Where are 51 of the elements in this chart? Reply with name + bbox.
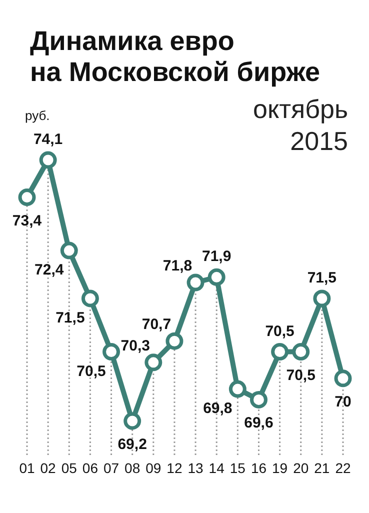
point (166, 332, 184, 350)
chart-subtitle: октябрь 2015 (252, 94, 348, 156)
x-tick-label: 02 (40, 460, 56, 476)
x-tick-label: 01 (19, 460, 35, 476)
data-label: 70,5 (265, 322, 294, 340)
data-label: 69,8 (203, 400, 232, 418)
point (102, 343, 120, 361)
x-tick-label: 06 (82, 460, 98, 476)
x-tick-label: 13 (188, 460, 204, 476)
x-tick-label: 16 (250, 460, 267, 476)
point (81, 290, 99, 308)
data-label: 71,5 (307, 269, 337, 286)
point (39, 151, 57, 169)
x-tick-label: 09 (146, 460, 162, 476)
x-tick-label: 05 (61, 460, 78, 476)
data-label: 70,5 (76, 362, 106, 380)
x-tick-label: 08 (124, 460, 140, 476)
data-label: 69,6 (244, 414, 274, 432)
data-label: 72,4 (34, 262, 64, 279)
chart-title: Динамика евро на Московской бирже (30, 26, 320, 87)
y-axis-title: руб. (25, 108, 50, 123)
point (271, 343, 289, 361)
data-label: 74,1 (33, 131, 63, 148)
data-label: 71,5 (56, 309, 85, 326)
data-label: 73,4 (12, 212, 42, 230)
point (60, 242, 78, 260)
data-label: 70,5 (286, 366, 316, 384)
point (18, 188, 36, 206)
point (186, 274, 204, 292)
data-label: 71,9 (202, 248, 232, 266)
point (124, 412, 142, 430)
point (292, 343, 310, 361)
x-tick-label: 15 (230, 460, 246, 476)
point (313, 290, 331, 308)
x-tick-label: 20 (293, 460, 309, 476)
data-label: 70 (334, 393, 352, 410)
x-tick-label: 22 (335, 460, 351, 476)
point (334, 370, 352, 388)
x-tick-label: 14 (208, 460, 225, 476)
x-tick-label: 21 (314, 460, 330, 476)
data-label: 70,3 (120, 337, 150, 354)
data-label: 71,8 (162, 258, 192, 275)
point (228, 380, 246, 398)
data-label: 69,2 (118, 436, 147, 453)
x-tick-label: 19 (272, 460, 288, 476)
x-tick-label: 07 (103, 460, 120, 476)
data-label: 70,7 (142, 316, 172, 334)
point (250, 390, 268, 408)
point (208, 268, 226, 286)
x-tick-label: 12 (166, 460, 182, 476)
point (144, 354, 162, 372)
